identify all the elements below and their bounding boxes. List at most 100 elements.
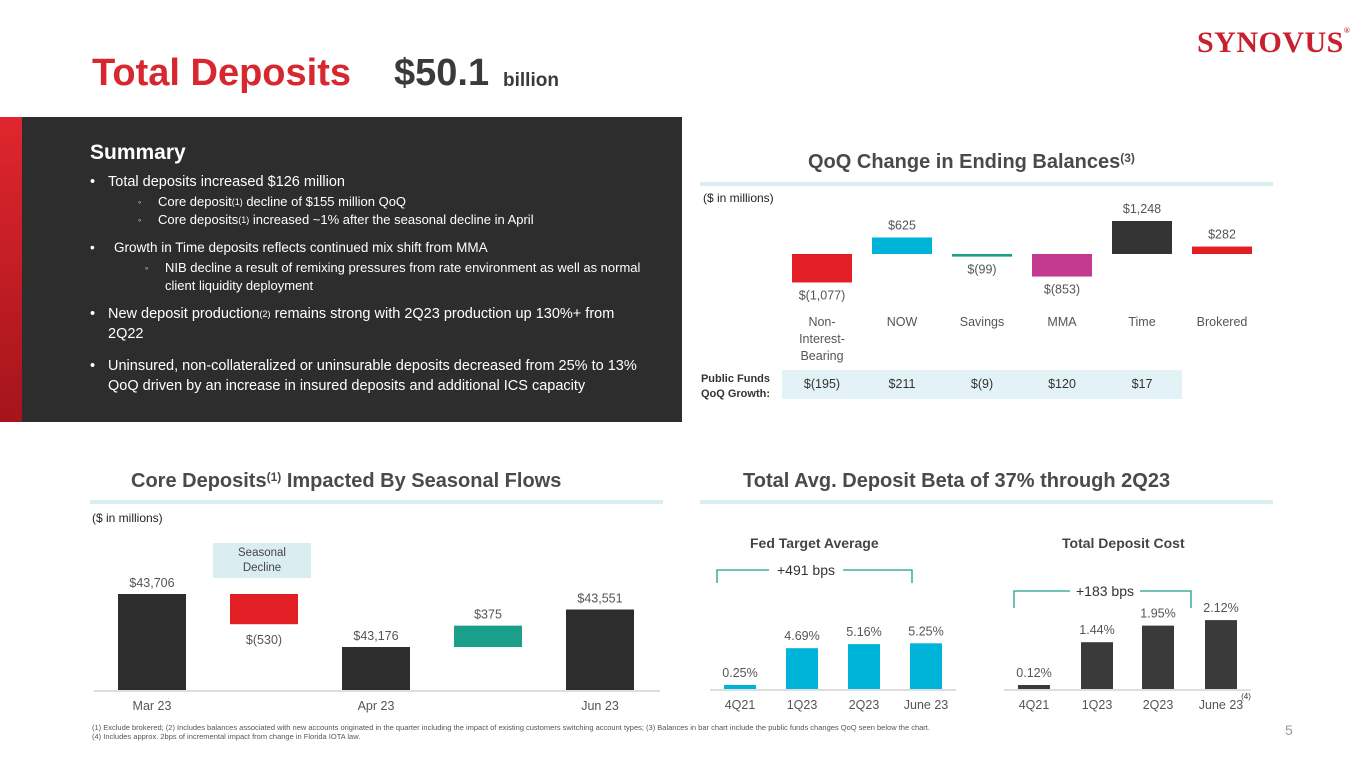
qoq-bar (1032, 254, 1092, 277)
summary-bullet-2: • Growth in Time deposits reflects conti… (90, 238, 644, 258)
cost-value-label: 0.12% (1016, 666, 1051, 680)
cost-bar (1018, 685, 1050, 689)
footnote-ref: (2) (259, 309, 271, 319)
bullet-3-start: New deposit production (108, 306, 260, 322)
summary-heading: Summary (90, 141, 186, 164)
public-funds-label: Public Funds QoQ Growth: (690, 372, 770, 402)
qoq-category-label: MMA (1047, 315, 1077, 329)
fed-target-title: Fed Target Average (750, 535, 879, 551)
synovus-logo: SYNOVUS® (1197, 26, 1350, 60)
cost-value-label: 1.95% (1140, 607, 1175, 621)
summary-sub-bullet-2a: ◦ NIB decline a result of remixing press… (145, 259, 655, 295)
qoq-category-label: Brokered (1197, 315, 1248, 329)
footnote-ref: (1) (238, 215, 250, 225)
fed-axis-label: 2Q23 (849, 698, 880, 712)
qoq-value-label: $(99) (967, 263, 996, 277)
fed-bps-label: +491 bps (777, 562, 835, 578)
cost-axis-label: 2Q23 (1143, 698, 1174, 712)
qoq-category-label: Non-Interest-Bearing (799, 315, 845, 363)
cost-value-label: 1.44% (1079, 623, 1114, 637)
qoq-bar (1192, 246, 1252, 254)
sub-bullet-mark: ◦ (138, 197, 142, 207)
core-bar (566, 609, 634, 690)
public-funds-nib: $(195) (803, 377, 841, 391)
cost-bps-label: +183 bps (1076, 583, 1134, 599)
core-deposits-chart: $43,706 Mar 23 $(530) $43,176 Apr 23 $375 $43,… (94, 576, 660, 713)
sub-text-1b-end: increased ~1% after the seasonal decline… (249, 212, 534, 227)
sub-text-1b-start: Core deposits (158, 212, 239, 227)
seasonal-decline-text: Seasonal Decline (238, 546, 286, 574)
footnote-line-2: (4) Includes approx. 2bps of incremental… (92, 732, 361, 741)
logo-registered-mark: ® (1343, 26, 1351, 35)
summary-sub-bullet-1b: ◦ Core deposits(1) increased ~1% after t… (138, 211, 638, 229)
deposit-cost-title: Total Deposit Cost (1062, 535, 1185, 551)
fed-bar (724, 685, 756, 689)
cost-axis-label: 1Q23 (1082, 698, 1113, 712)
qoq-value-label: $1,248 (1123, 202, 1161, 216)
public-funds-time: $17 (1131, 377, 1153, 391)
core-value-label: $43,706 (129, 576, 174, 590)
qoq-value-label: $625 (888, 218, 916, 232)
cost-bar (1205, 620, 1237, 689)
deposit-cost-chart: 0.12% 4Q21 1.44% 1Q23 1.95% 2Q23 2.12% June 23 +… (1004, 583, 1251, 712)
core-axis-label: Jun 23 (581, 699, 619, 713)
qoq-value-label: $(853) (1044, 283, 1080, 297)
fed-value-label: 5.16% (846, 625, 881, 639)
sub-text-1a-end: decline of $155 million QoQ (242, 194, 407, 209)
qoq-title-rule (700, 182, 1273, 186)
fed-axis-label: June 23 (904, 698, 949, 712)
core-unit-note: ($ in millions) (92, 511, 163, 525)
qoq-title: QoQ Change in Ending Balances(3) (808, 151, 1135, 174)
qoq-bar (1112, 221, 1172, 254)
core-bar (342, 647, 410, 690)
fed-axis-label: 1Q23 (787, 698, 818, 712)
core-value-label: $43,176 (353, 629, 398, 643)
fed-bar (786, 648, 818, 689)
cost-axis-label: June 23 (1199, 698, 1244, 712)
seasonal-decline-callout: Seasonal Decline (213, 543, 311, 578)
public-funds-band (782, 370, 1182, 399)
cost-bracket (1013, 590, 1192, 608)
public-funds-now: $211 (888, 377, 916, 391)
fed-bracket (716, 569, 913, 583)
deposit-beta-title: Total Avg. Deposit Beta of 37% through 2… (743, 470, 1171, 492)
cost-footnote-ref: (4) (1241, 692, 1251, 701)
bullet-mark: • (90, 240, 95, 255)
fed-axis-label: 4Q21 (725, 698, 756, 712)
qoq-category-label: Savings (960, 315, 1004, 329)
public-funds-label-line-1: Public Funds (700, 373, 770, 385)
bullet-mark: • (90, 358, 96, 374)
sub-bullet-mark: ◦ (145, 263, 149, 273)
core-bar (454, 625, 522, 647)
qoq-category-label: NOW (887, 315, 918, 329)
fed-value-label: 5.25% (908, 624, 943, 638)
public-funds-mma: $120 (1048, 377, 1076, 391)
core-title-start: Core Deposits (131, 470, 267, 492)
fed-bar (910, 643, 942, 689)
fed-value-label: 0.25% (722, 666, 757, 680)
fed-value-label: 4.69% (784, 629, 819, 643)
sub-text-1a-start: Core deposit (158, 194, 232, 209)
summary-sub-bullet-1a: ◦ Core deposit(1) decline of $155 millio… (138, 193, 638, 211)
summary-bullet-4: • Uninsured, non-collateralized or unins… (90, 356, 660, 396)
total-deposits-unit: billion (503, 70, 559, 91)
qoq-change-chart: $(1,077) Non-Interest-Bearing $625 NOW $(99)… (792, 202, 1252, 363)
cost-bar (1081, 642, 1113, 689)
qoq-bar (792, 254, 852, 283)
logo-text: SYNOVUS (1197, 26, 1344, 59)
cost-value-label: 2.12% (1203, 601, 1238, 615)
public-funds-label-line-2: QoQ Growth: (700, 388, 770, 400)
core-value-label: $(530) (246, 633, 282, 647)
beta-title-rule (700, 500, 1273, 504)
qoq-category-label: Time (1128, 315, 1155, 329)
footnote-ref: (1) (266, 470, 282, 484)
core-title-rule (90, 500, 663, 504)
qoq-title-text: QoQ Change in Ending Balances (808, 151, 1121, 173)
core-value-label: $375 (474, 608, 502, 622)
core-bar (230, 594, 298, 625)
bullet-mark: • (90, 306, 96, 322)
qoq-value-label: $(1,077) (799, 288, 846, 302)
core-bar (118, 594, 186, 690)
cost-axis-label: 4Q21 (1019, 698, 1050, 712)
fed-bar (848, 644, 880, 689)
